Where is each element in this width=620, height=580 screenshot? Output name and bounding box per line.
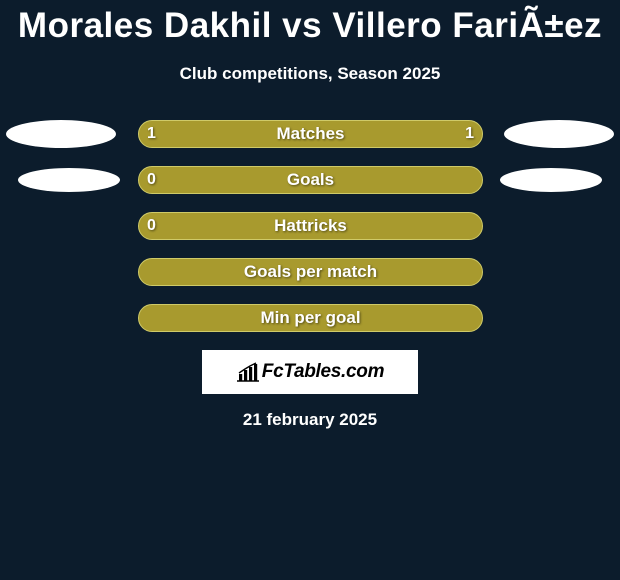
subtitle: Club competitions, Season 2025 bbox=[0, 64, 620, 84]
stat-label: Hattricks bbox=[274, 216, 347, 236]
watermark-logo: FcTables.com bbox=[202, 350, 418, 394]
watermark-text: FcTables.com bbox=[262, 361, 384, 383]
stat-value-left: 1 bbox=[147, 125, 156, 143]
stat-value-left: 0 bbox=[147, 217, 156, 235]
stat-bar: 1 Matches 1 bbox=[138, 120, 483, 148]
stat-value-left: 0 bbox=[147, 171, 156, 189]
stat-row-goals-per-match: Goals per match bbox=[0, 258, 620, 286]
stat-bar: Goals per match bbox=[138, 258, 483, 286]
stat-rows: 1 Matches 1 0 Goals 0 Hattricks bbox=[0, 120, 620, 332]
stat-row-matches: 1 Matches 1 bbox=[0, 120, 620, 148]
right-marker bbox=[500, 168, 602, 192]
left-marker bbox=[18, 168, 120, 192]
bar-chart-icon bbox=[236, 362, 260, 382]
stat-row-goals: 0 Goals bbox=[0, 166, 620, 194]
stat-row-min-per-goal: Min per goal bbox=[0, 304, 620, 332]
stat-bar: 0 Goals bbox=[138, 166, 483, 194]
stat-label: Min per goal bbox=[260, 308, 360, 328]
stat-label: Goals per match bbox=[244, 262, 377, 282]
stat-label: Matches bbox=[276, 124, 344, 144]
date-label: 21 february 2025 bbox=[0, 410, 620, 430]
stat-row-hattricks: 0 Hattricks bbox=[0, 212, 620, 240]
page-title: Morales Dakhil vs Villero FariÃ±ez bbox=[0, 6, 620, 46]
stats-card: Morales Dakhil vs Villero FariÃ±ez Club … bbox=[0, 0, 620, 430]
stat-value-right: 1 bbox=[465, 125, 474, 143]
right-marker bbox=[504, 120, 614, 148]
stat-label: Goals bbox=[287, 170, 334, 190]
left-marker bbox=[6, 120, 116, 148]
stat-bar: 0 Hattricks bbox=[138, 212, 483, 240]
stat-bar: Min per goal bbox=[138, 304, 483, 332]
